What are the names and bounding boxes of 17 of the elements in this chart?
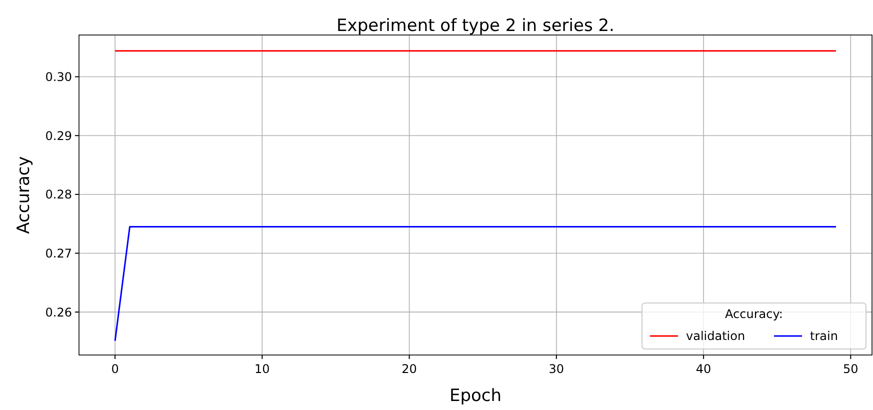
legend-label: train — [810, 329, 838, 344]
x-tick-label: 40 — [696, 362, 712, 376]
x-tick-label: 50 — [843, 362, 858, 376]
y-tick-label: 0.30 — [45, 70, 72, 84]
x-tick-label: 0 — [111, 362, 119, 376]
y-tick-label: 0.29 — [45, 128, 72, 143]
y-tick-label: 0.27 — [45, 246, 72, 260]
legend-title: Accuracy: — [725, 307, 783, 321]
y-tick-label: 0.26 — [45, 305, 72, 320]
y-axis-title: Accuracy — [14, 156, 34, 234]
x-tick-label: 10 — [254, 362, 270, 376]
x-axis-title: Epoch — [449, 386, 502, 406]
y-tick-label: 0.28 — [45, 188, 72, 202]
x-tick-label: 30 — [548, 362, 564, 376]
x-tick-label: 20 — [402, 362, 417, 376]
legend-label: validation — [686, 329, 746, 344]
chart-title: Experiment of type 2 in series 2. — [336, 16, 614, 36]
